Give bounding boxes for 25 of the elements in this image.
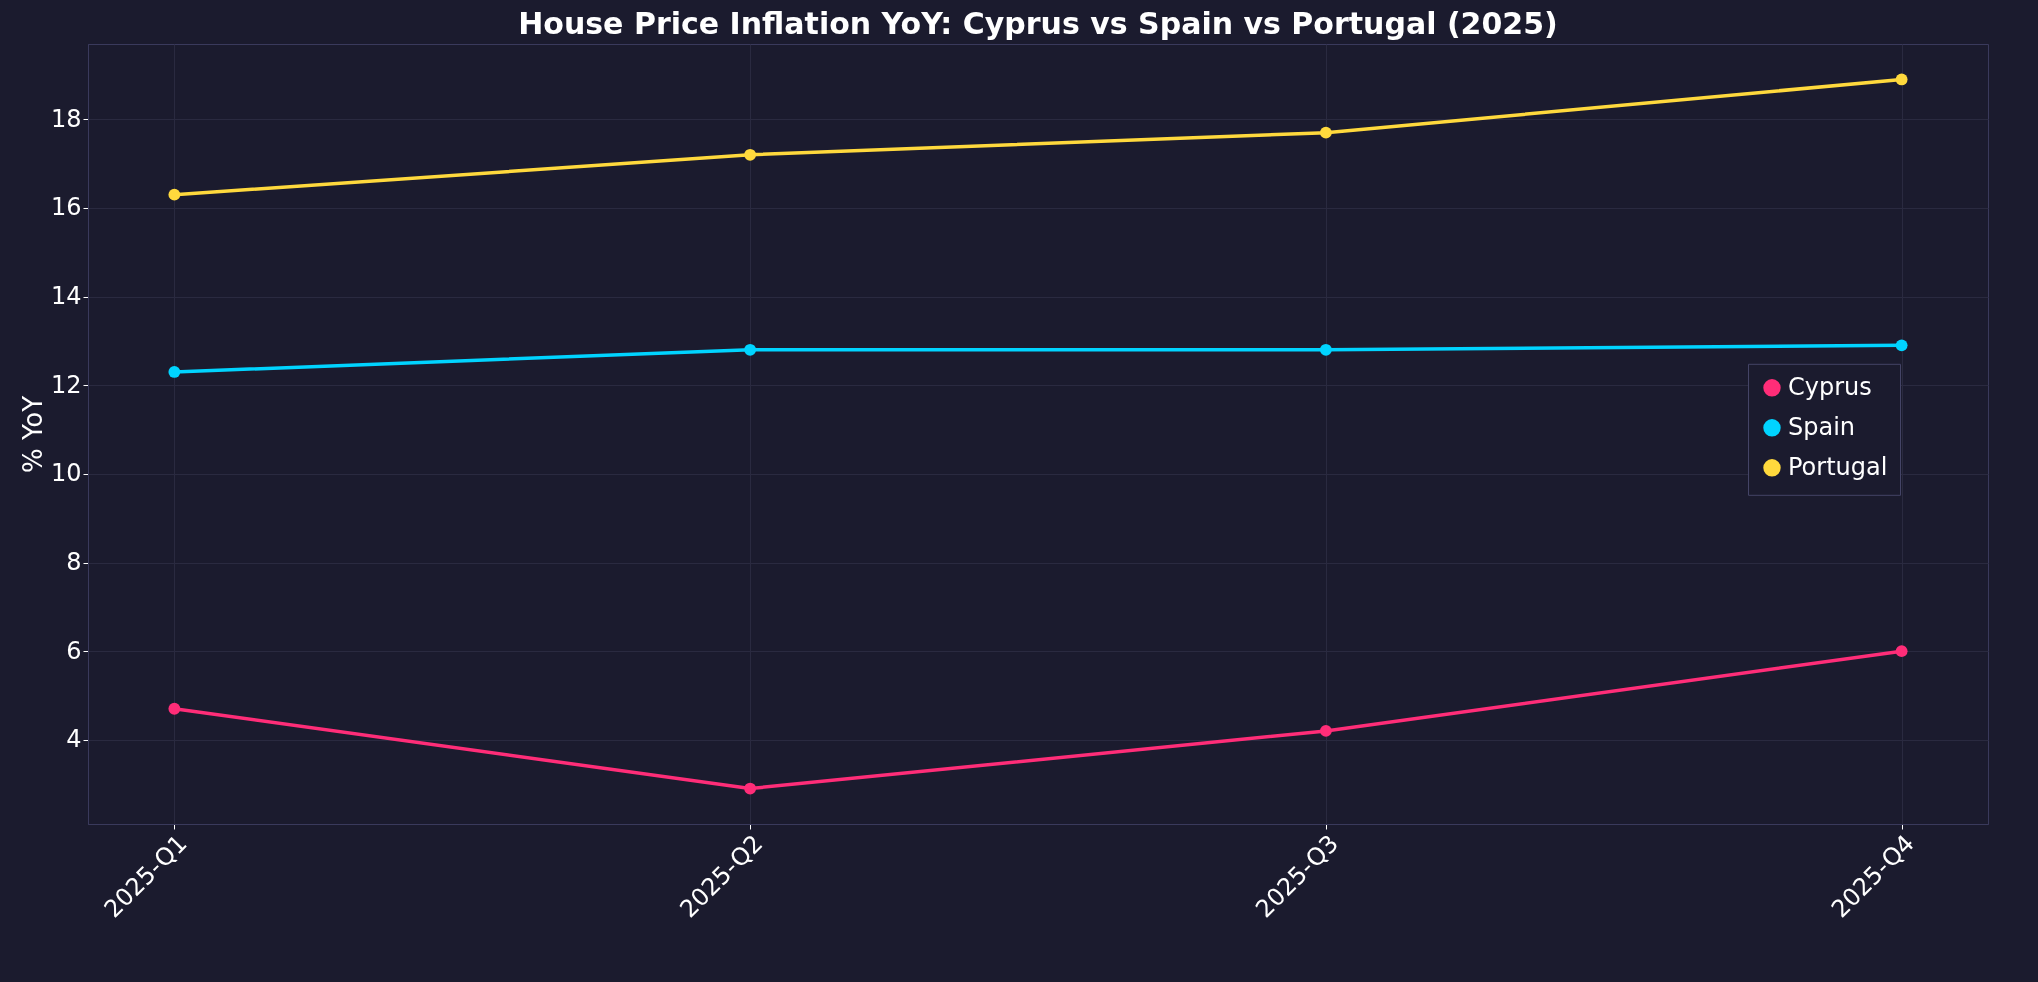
y-tick-label: 16 <box>50 193 82 222</box>
point <box>744 343 757 356</box>
y-axis-title: % YoY <box>17 395 48 474</box>
point <box>1895 339 1908 352</box>
point <box>168 702 181 715</box>
point <box>1895 73 1908 86</box>
point <box>1895 645 1908 658</box>
y-tick-label: 18 <box>50 104 82 133</box>
y-tick-label: 6 <box>66 636 82 665</box>
y-tick-label: 10 <box>50 459 82 488</box>
y-tick-label: 4 <box>66 725 82 754</box>
point <box>1319 725 1332 737</box>
point <box>168 188 181 201</box>
point <box>1319 343 1332 356</box>
point <box>744 148 757 161</box>
point <box>168 366 181 378</box>
legend-label: Spain <box>1788 412 1856 441</box>
legend-label: Cyprus <box>1788 372 1872 401</box>
y-tick-label: 14 <box>50 282 82 311</box>
point <box>1319 126 1332 139</box>
y-tick-label: 12 <box>50 370 82 399</box>
point <box>744 782 757 795</box>
y-tick-label: 8 <box>66 548 82 577</box>
legend-label: Portugal <box>1788 452 1888 481</box>
chart-title: House Price Inflation YoY: Cyprus vs Spain vs Portugal (2025) <box>518 6 1558 41</box>
